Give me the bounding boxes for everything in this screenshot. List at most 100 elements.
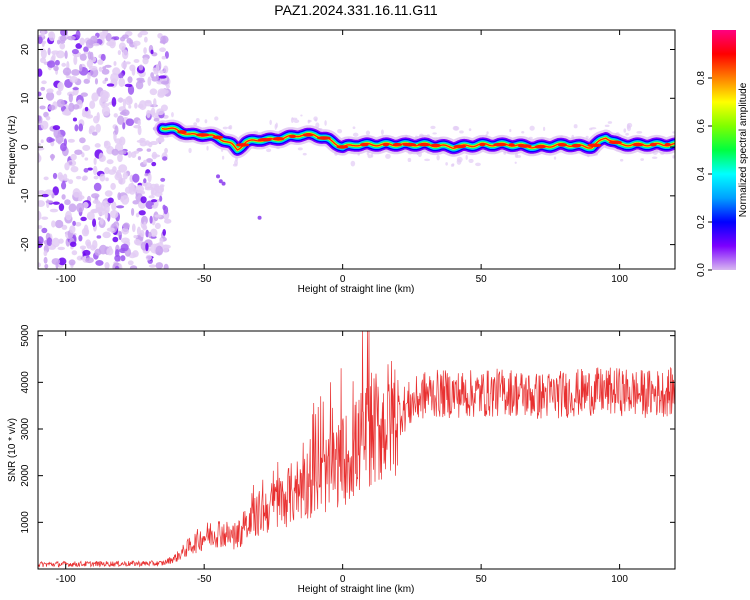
noise-speckle bbox=[128, 104, 132, 109]
noise-speckle bbox=[365, 130, 371, 136]
noise-speckle bbox=[626, 122, 633, 128]
noise-speckle bbox=[87, 72, 91, 81]
noise-speckle bbox=[83, 46, 89, 53]
noise-speckle bbox=[82, 144, 91, 152]
x-tick-label: 100 bbox=[611, 574, 628, 585]
noise-speckle bbox=[100, 53, 106, 62]
noise-speckle bbox=[143, 47, 147, 54]
noise-speckle bbox=[101, 106, 111, 117]
noise-speckle bbox=[139, 141, 148, 147]
noise-speckle bbox=[122, 98, 126, 109]
noise-speckle bbox=[590, 127, 597, 130]
noise-speckle bbox=[195, 117, 200, 123]
y-tick-label: 20 bbox=[20, 44, 31, 56]
noise-speckle bbox=[222, 126, 228, 130]
noise-speckle bbox=[101, 68, 110, 75]
noise-speckle bbox=[104, 64, 112, 68]
noise-speckle bbox=[127, 76, 133, 84]
noise-speckle bbox=[51, 258, 61, 265]
noise-speckle bbox=[73, 55, 78, 66]
noise-speckle bbox=[94, 143, 101, 148]
noise-speckle bbox=[57, 172, 63, 180]
noise-speckle bbox=[314, 118, 318, 122]
noise-speckle bbox=[43, 176, 49, 181]
noise-speckle bbox=[41, 193, 49, 198]
noise-speckle bbox=[162, 156, 168, 161]
noise-speckle bbox=[50, 153, 55, 161]
noise-speckle bbox=[64, 199, 71, 206]
noise-speckle bbox=[82, 201, 89, 209]
noise-speckle bbox=[118, 77, 126, 87]
noise-speckle bbox=[38, 91, 42, 97]
noise-speckle bbox=[140, 196, 147, 204]
noise-speckle bbox=[156, 108, 165, 116]
noise-speckle bbox=[150, 140, 158, 146]
noise-speckle bbox=[49, 208, 59, 213]
noise-speckle bbox=[63, 178, 70, 182]
noise-speckle bbox=[65, 75, 72, 79]
x-tick-label: -50 bbox=[197, 574, 212, 585]
ridge-hotspot bbox=[508, 143, 515, 147]
ridge-hotspot bbox=[632, 142, 644, 147]
noise-speckle bbox=[87, 167, 93, 171]
noise-speckle bbox=[521, 130, 525, 134]
noise-speckle bbox=[95, 123, 101, 133]
noise-speckle bbox=[125, 118, 135, 127]
noise-speckle bbox=[76, 202, 85, 213]
ridge-hotspot bbox=[382, 142, 389, 147]
noise-speckle bbox=[120, 195, 130, 205]
noise-speckle bbox=[149, 215, 153, 224]
noise-speckle bbox=[92, 165, 98, 176]
noise-speckle bbox=[143, 178, 147, 184]
noise-speckle bbox=[145, 158, 153, 163]
figure-title: PAZ1.2024.331.16.11.G11 bbox=[274, 2, 438, 18]
ridge-hotspot bbox=[571, 143, 582, 148]
noise-speckle bbox=[95, 259, 104, 266]
noise-speckle bbox=[164, 147, 168, 154]
noise-speckle bbox=[135, 185, 145, 194]
noise-speckle bbox=[651, 156, 658, 159]
noise-speckle bbox=[144, 101, 153, 107]
noise-speckle bbox=[138, 79, 146, 83]
noise-speckle bbox=[106, 227, 115, 232]
noise-speckle bbox=[147, 76, 152, 87]
noise-speckle bbox=[79, 64, 83, 72]
noise-speckle bbox=[95, 201, 103, 212]
noise-speckle bbox=[436, 154, 440, 161]
noise-speckle bbox=[146, 148, 152, 152]
noise-speckle bbox=[122, 222, 130, 230]
ridge-hotspot bbox=[417, 142, 431, 147]
noise-speckle bbox=[162, 244, 169, 253]
noise-speckle bbox=[122, 122, 126, 130]
noise-speckle bbox=[48, 104, 56, 111]
ridge-hotspot bbox=[177, 130, 187, 134]
noise-speckle bbox=[78, 123, 84, 132]
y-tick-label: 10 bbox=[20, 92, 31, 104]
noise-speckle bbox=[62, 67, 72, 76]
noise-speckle bbox=[150, 228, 158, 238]
colorbar-tick-label: 0.0 bbox=[696, 263, 707, 277]
noise-speckle bbox=[148, 264, 156, 268]
noise-speckle bbox=[38, 36, 43, 45]
noise-speckle bbox=[163, 65, 169, 74]
noise-speckle bbox=[159, 88, 169, 95]
x-tick-label: 0 bbox=[340, 574, 346, 585]
noise-speckle bbox=[153, 98, 157, 108]
noise-speckle bbox=[227, 126, 232, 130]
noise-speckle bbox=[475, 162, 481, 167]
noise-speckle bbox=[218, 179, 223, 184]
noise-speckle bbox=[117, 192, 122, 201]
noise-speckle bbox=[114, 254, 121, 262]
noise-speckle bbox=[160, 80, 169, 85]
noise-speckle bbox=[130, 207, 135, 216]
noise-speckle bbox=[159, 70, 165, 74]
x-tick-label: 100 bbox=[611, 274, 628, 285]
noise-speckle bbox=[46, 60, 56, 68]
noise-speckle bbox=[85, 257, 94, 264]
noise-speckle bbox=[38, 225, 43, 229]
noise-speckle bbox=[64, 50, 68, 59]
noise-speckle bbox=[131, 67, 136, 76]
ridge-hotspot bbox=[289, 134, 297, 139]
noise-speckle bbox=[143, 36, 148, 43]
noise-speckle bbox=[269, 119, 272, 126]
